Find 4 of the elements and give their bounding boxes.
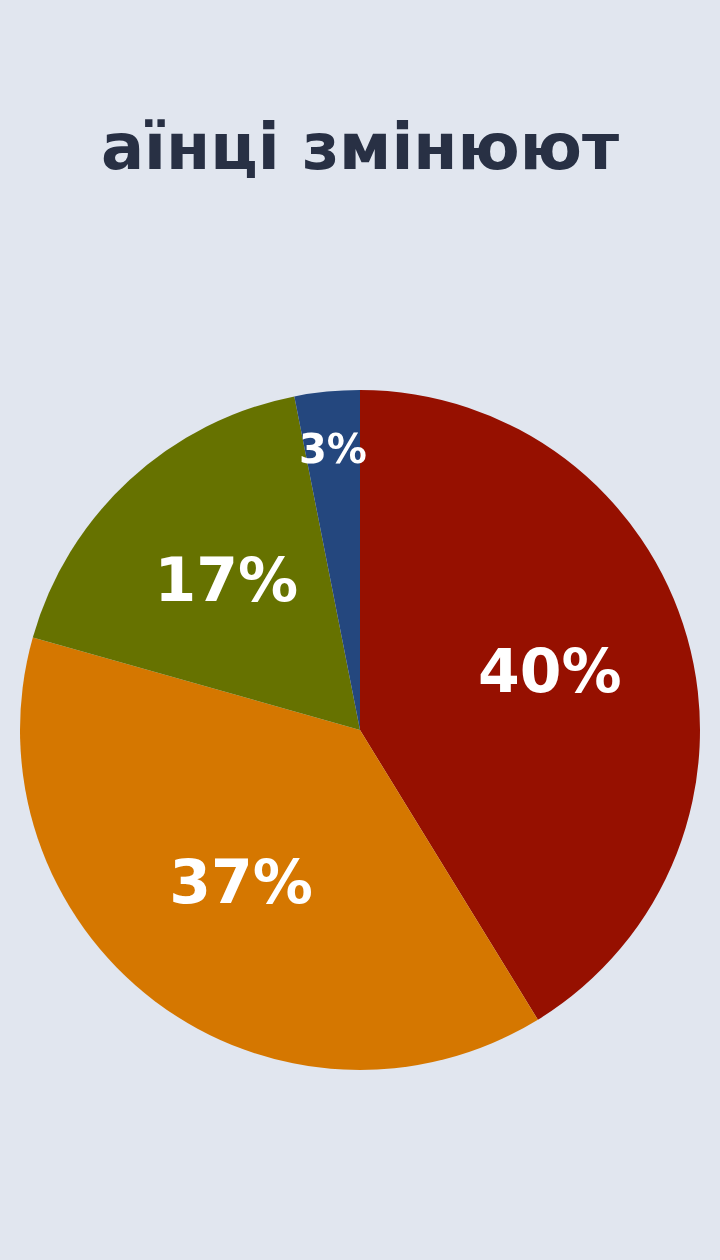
chart-title: аїнці змінюют — [99, 109, 621, 186]
data-label: 37% — [169, 846, 313, 917]
data-label: 40% — [477, 635, 622, 706]
data-label: 17% — [154, 544, 299, 615]
